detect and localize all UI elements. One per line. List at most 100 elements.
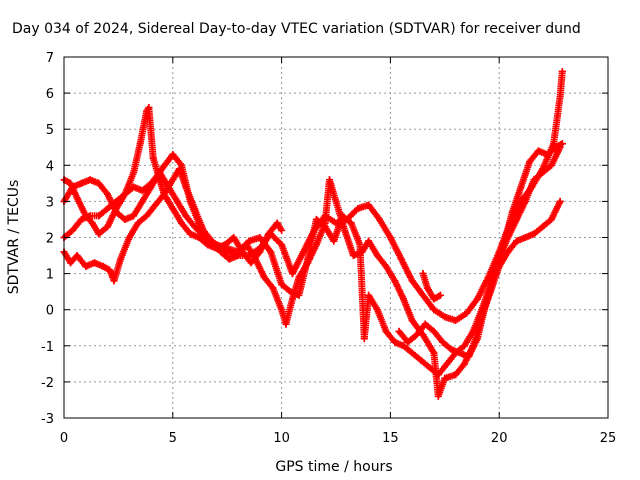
series-track-f [419,270,444,303]
data-point [278,241,286,249]
data-point [256,244,264,252]
data-point [419,331,427,339]
data-point [73,252,81,260]
data-point [404,338,412,346]
data-point [104,223,112,231]
data-point [452,317,460,325]
data-point [341,226,349,234]
data-point [278,226,286,234]
data-point [130,183,138,191]
y-tick-label: 1 [46,268,54,283]
data-point [67,259,75,267]
data-point [376,215,384,223]
data-point [160,190,168,198]
data-point [69,226,77,234]
data-point [539,169,547,177]
data-point [267,230,275,238]
data-point [178,219,186,227]
data-point [212,241,220,249]
data-point [169,205,177,213]
x-tick-label: 25 [600,431,617,446]
data-point [90,259,98,267]
y-tick-label: 5 [46,123,54,138]
data-point [321,223,329,231]
data-point [104,190,112,198]
data-point [182,212,190,220]
data-point [521,197,529,205]
data-point [558,67,566,75]
data-point [147,183,155,191]
data-point [534,147,542,155]
data-point [245,237,253,245]
data-point [395,327,403,335]
data-point [391,277,399,285]
data-point [178,161,186,169]
data-point [508,208,516,216]
data-point [173,197,181,205]
data-point [556,197,564,205]
y-tick-label: -3 [41,412,54,427]
data-point [332,197,340,205]
data-point [517,183,525,191]
data-point [86,176,94,184]
data-point [441,313,449,321]
data-point [223,244,231,252]
data-point [382,262,390,270]
data-point [408,349,416,357]
data-point [95,230,103,238]
y-tick-label: 7 [46,51,54,66]
y-tick-label: 4 [46,159,54,174]
data-point [441,374,449,382]
data-point [439,338,447,346]
data-point [443,360,451,368]
data-point [482,298,490,306]
data-point [347,219,355,227]
data-point [77,215,85,223]
data-point [117,255,125,263]
data-point [500,241,508,249]
data-point [513,237,521,245]
data-point [191,223,199,231]
data-point [460,342,468,350]
data-point [121,190,129,198]
data-point [88,219,96,227]
data-point [143,212,151,220]
data-point [99,262,107,270]
data-point [186,230,194,238]
data-point [354,205,362,213]
data-point [473,335,481,343]
data-point [286,288,294,296]
data-point [339,212,347,220]
data-point [273,219,281,227]
data-point [469,327,477,335]
data-point [260,273,268,281]
data-point [67,179,75,187]
data-point [408,277,416,285]
data-point [373,306,381,314]
chart-title: Day 034 of 2024, Sidereal Day-to-day VTE… [12,21,581,37]
data-point [547,161,555,169]
data-point [356,241,364,249]
data-point [365,291,373,299]
data-point [556,93,564,101]
data-point [325,176,333,184]
data-point [136,140,144,148]
data-point [452,371,460,379]
data-point [365,237,373,245]
y-tick-label: -1 [41,340,54,355]
data-point [130,169,138,177]
data-point [234,248,242,256]
data-point [86,212,94,220]
data-point [419,270,427,278]
data-point [204,234,212,241]
data-point [456,349,464,357]
data-point [138,187,146,195]
data-point [282,320,290,328]
data-point [426,363,434,371]
data-point [382,327,390,335]
x-tick-label: 5 [169,431,177,446]
data-point [82,262,90,270]
data-point [304,255,312,263]
data-point [547,215,555,223]
data-point [408,317,416,325]
